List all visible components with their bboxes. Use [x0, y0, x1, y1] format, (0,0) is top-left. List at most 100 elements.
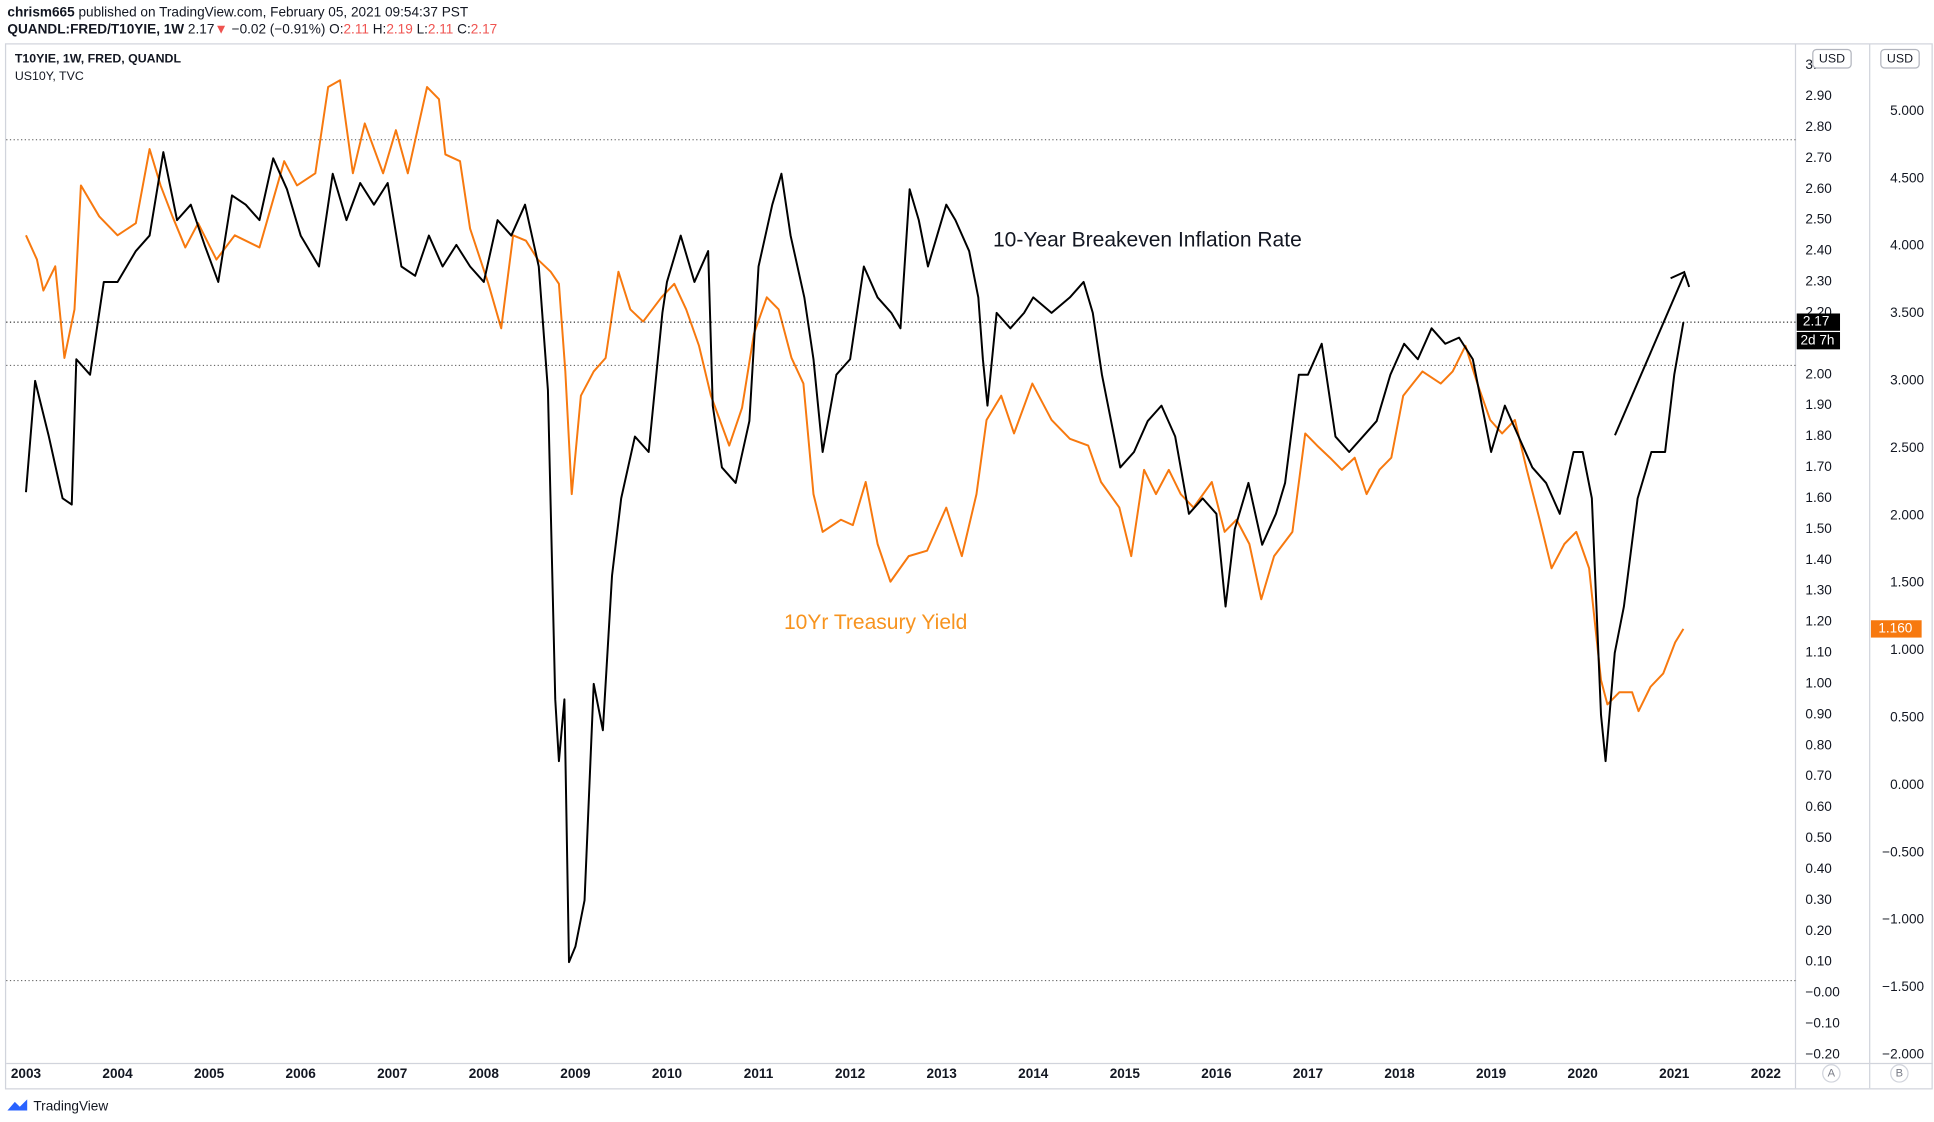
c-value: 2.17	[471, 21, 497, 36]
y-tick-label: 2.50	[1805, 212, 1832, 227]
x-tick-label: 2005	[194, 1066, 225, 1081]
y-tick-label: 1.50	[1805, 521, 1832, 536]
y-tick-label: 0.80	[1805, 737, 1832, 752]
y2-tick-label: −1.000	[1882, 912, 1924, 927]
x-tick-label: 2013	[927, 1066, 958, 1081]
y2-tick-label: 0.000	[1890, 777, 1924, 792]
y-tick-label: 1.70	[1805, 459, 1832, 474]
publish-line: chrism665 published on TradingView.com, …	[7, 4, 468, 19]
x-tick-label: 2019	[1476, 1066, 1507, 1081]
legend-entry: T10YIE, 1W, FRED, QUANDL	[15, 52, 182, 66]
x-tick-label: 2010	[652, 1066, 682, 1081]
y-tick-label: 0.20	[1805, 923, 1832, 938]
symbol: QUANDL:FRED/T10YIE, 1W	[7, 21, 184, 36]
x-tick-label: 2021	[1659, 1066, 1690, 1081]
y-tick-label: 2.80	[1805, 119, 1832, 134]
countdown-badge	[1796, 332, 1841, 350]
y-tick-label: 1.90	[1805, 397, 1832, 412]
price-badge	[1796, 313, 1841, 331]
arrow-shaft	[1614, 274, 1686, 436]
y-tick-label: 2.00	[1805, 366, 1832, 381]
legend-entry: US10Y, TVC	[15, 69, 84, 83]
y-tick-label: 1.10	[1805, 645, 1832, 660]
currency-label: USD	[1819, 52, 1845, 66]
currency-label: USD	[1887, 52, 1913, 66]
y2-tick-label: −0.500	[1882, 844, 1924, 859]
series-line	[24, 151, 1685, 964]
price-label: 1.160	[1878, 621, 1912, 636]
y-tick-label: 1.80	[1805, 428, 1832, 443]
y-tick-label: 1.00	[1805, 675, 1832, 690]
scale-button[interactable]	[1890, 1064, 1909, 1083]
y-tick-label: 2.70	[1805, 150, 1832, 165]
y2-tick-label: 0.500	[1890, 709, 1924, 724]
y-tick-label: −0.10	[1805, 1016, 1840, 1031]
annotation: 10-Year Breakeven Inflation Rate	[993, 229, 1302, 252]
logo-text: TradingView	[33, 1098, 108, 1113]
x-tick-label: 2012	[835, 1066, 866, 1081]
published: published on TradingView.com, February 0…	[78, 4, 468, 19]
price-badge	[1870, 620, 1922, 638]
quote-line: QUANDL:FRED/T10YIE, 1W 2.17▼ −0.02 (−0.9…	[7, 21, 497, 36]
y-tick-label: 2.30	[1805, 274, 1832, 289]
y2-tick-label: 1.000	[1890, 642, 1924, 657]
y-tick-label: 2.90	[1805, 88, 1832, 103]
y2-tick-label: −1.500	[1882, 979, 1924, 994]
y2-tick-label: 1.500	[1890, 575, 1924, 590]
change-arrow: ▼	[214, 21, 227, 36]
x-tick-label: 2007	[377, 1066, 407, 1081]
x-tick-label: 2004	[102, 1066, 133, 1081]
c-label: C:	[457, 21, 471, 36]
author: chrism665	[7, 4, 75, 19]
logo-icon	[7, 1099, 28, 1111]
y-tick-label: 0.60	[1805, 799, 1832, 814]
x-tick-label: 2017	[1293, 1066, 1323, 1081]
y-tick-label: 0.70	[1805, 768, 1832, 783]
y-tick-label: 1.30	[1805, 583, 1832, 598]
y-tick-label: 1.20	[1805, 614, 1832, 629]
y-tick-label: 2.40	[1805, 243, 1832, 258]
x-tick-label: 2020	[1568, 1066, 1598, 1081]
annotation: 10Yr Treasury Yield	[784, 611, 967, 634]
header: chrism665 published on TradingView.com, …	[7, 4, 497, 36]
y-tick-label: 1.40	[1805, 552, 1832, 567]
y-tick-label: 0.90	[1805, 706, 1832, 721]
y-tick-label: 0.40	[1805, 861, 1832, 876]
arrow-head	[1670, 270, 1691, 288]
x-tick-label: 2022	[1751, 1066, 1782, 1081]
x-tick-label: 2008	[469, 1066, 500, 1081]
x-tick-label: 2009	[560, 1066, 591, 1081]
overlay: USD USD A B TradingView 1.160 2.17 2d 7h	[7, 48, 1922, 1113]
h-value: 2.19	[386, 21, 412, 36]
y2-tick-label: 2.000	[1890, 507, 1924, 522]
change: −0.02 (−0.91%)	[232, 21, 326, 36]
y-tick-label: 1.60	[1805, 490, 1832, 505]
price-label: 2.17	[1803, 314, 1829, 329]
y-tick-label: 3.	[1805, 57, 1816, 72]
marks: 2003 2004 2005 2006 2007 2008 2009 2010 2011 2012…	[6, 57, 1925, 1081]
y-tick-label: 0.50	[1805, 830, 1832, 845]
x-tick-label: 2006	[286, 1066, 317, 1081]
l-label: L:	[417, 21, 428, 36]
scale-button-label[interactable]: B	[1896, 1067, 1903, 1079]
y-tick-label: 0.30	[1805, 892, 1832, 907]
y2-tick-label: 3.500	[1890, 305, 1924, 320]
o-value: 2.11	[344, 21, 369, 36]
x-tick-label: 2018	[1384, 1066, 1415, 1081]
x-tick-label: 2016	[1201, 1066, 1232, 1081]
y-tick-label: −0.00	[1805, 985, 1840, 1000]
scale-button-label[interactable]: A	[1828, 1067, 1836, 1079]
last: 2.17	[188, 21, 214, 36]
arrow	[1614, 270, 1691, 436]
x-tick-label: 2015	[1110, 1066, 1141, 1081]
x-tick-label: 2003	[11, 1066, 42, 1081]
x-tick-label: 2014	[1018, 1066, 1049, 1081]
scale-button[interactable]	[1822, 1064, 1841, 1083]
series-line	[25, 79, 1685, 713]
y2-tick-label: 4.500	[1890, 170, 1924, 185]
y-tick-label: 2.60	[1805, 181, 1832, 196]
y2-tick-label: −2.000	[1882, 1046, 1924, 1061]
x-tick-label: 2011	[744, 1066, 774, 1081]
y2-tick-label: 2.500	[1890, 440, 1924, 455]
countdown: 2d 7h	[1800, 332, 1834, 347]
